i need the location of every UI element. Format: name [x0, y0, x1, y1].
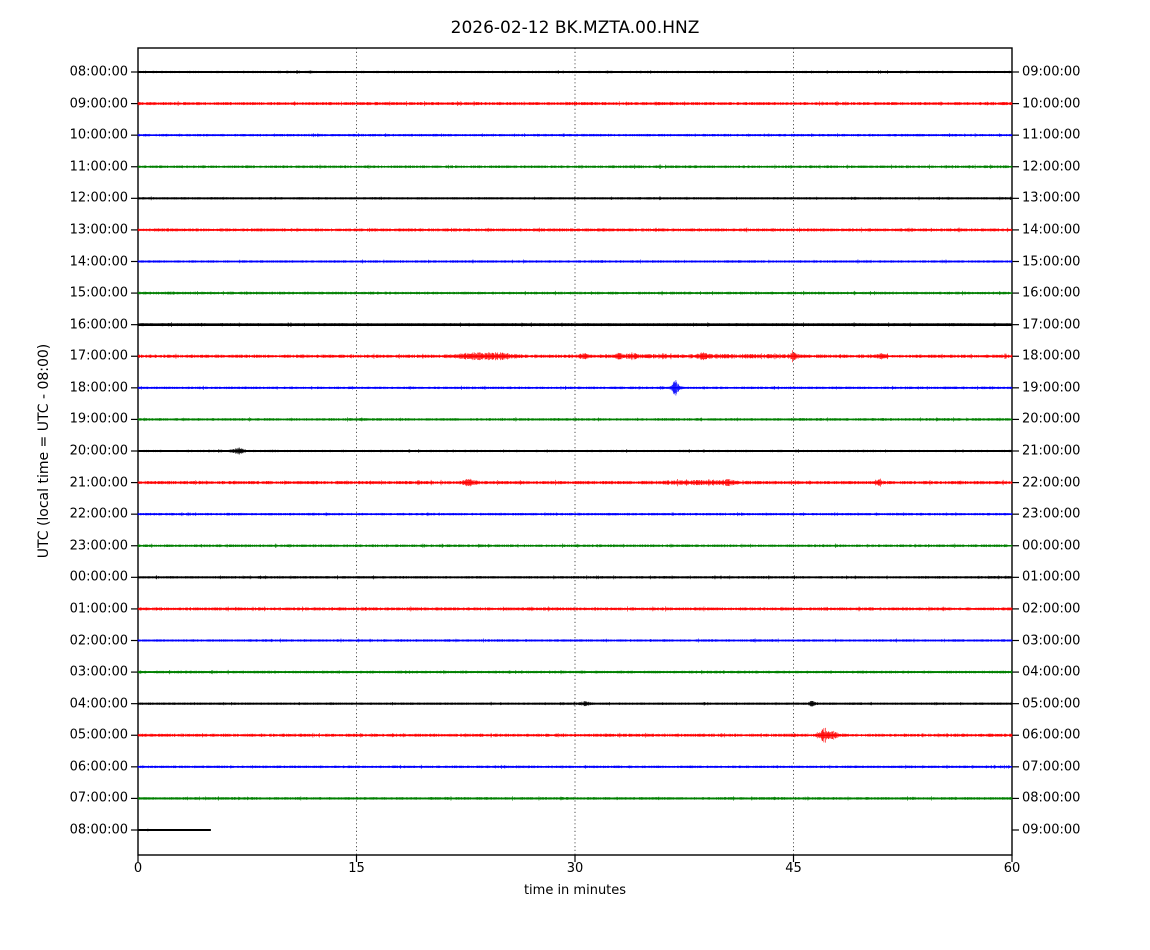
x-tick-label: 15 [348, 861, 365, 876]
right-time-label: 16:00:00 [1022, 285, 1081, 301]
left-time-label: 08:00:00 [69, 64, 128, 80]
left-time-label: 21:00:00 [69, 475, 128, 491]
right-axis-labels: 09:00:00 10:00:00 11:00:00 12:00:00 13:00:00… [1022, 0, 1147, 950]
left-time-label: 22:00:00 [69, 506, 128, 522]
right-time-label: 17:00:00 [1022, 317, 1081, 333]
x-axis-title: time in minutes [523, 883, 627, 898]
right-time-label: 04:00:00 [1022, 664, 1081, 680]
x-tick-label: 60 [1003, 861, 1021, 876]
right-time-label: 11:00:00 [1022, 127, 1081, 143]
x-tick-label: 0 [133, 861, 143, 876]
right-time-label: 13:00:00 [1022, 190, 1081, 206]
left-time-label: 10:00:00 [69, 127, 128, 143]
left-time-label: 09:00:00 [69, 96, 128, 112]
left-time-label: 19:00:00 [69, 411, 128, 427]
right-time-label: 08:00:00 [1022, 790, 1081, 806]
left-time-label: 17:00:00 [69, 348, 128, 364]
left-time-label: 18:00:00 [69, 380, 128, 396]
left-axis-labels: 08:00:00 09:00:00 10:00:00 11:00:00 12:00:00… [0, 0, 128, 950]
left-time-label: 07:00:00 [69, 790, 128, 806]
left-time-label: 23:00:00 [69, 538, 128, 554]
right-time-label: 19:00:00 [1022, 380, 1081, 396]
left-time-label: 08:00:00 [69, 822, 128, 838]
right-time-label: 23:00:00 [1022, 506, 1081, 522]
chart-title: 2026-02-12 BK.MZTA.00.HNZ [450, 18, 700, 38]
left-time-label: 15:00:00 [69, 285, 128, 301]
right-time-label: 21:00:00 [1022, 443, 1081, 459]
right-time-label: 07:00:00 [1022, 759, 1081, 775]
right-time-label: 01:00:00 [1022, 569, 1081, 585]
left-time-label: 06:00:00 [69, 759, 128, 775]
right-time-label: 00:00:00 [1022, 538, 1081, 554]
x-tick-label: 30 [566, 861, 584, 876]
right-time-label: 06:00:00 [1022, 727, 1081, 743]
left-time-label: 01:00:00 [69, 601, 128, 617]
left-time-label: 02:00:00 [69, 633, 128, 648]
right-time-label: 05:00:00 [1022, 696, 1081, 712]
right-time-label: 03:00:00 [1022, 633, 1081, 648]
left-time-label: 03:00:00 [69, 664, 128, 680]
left-time-label: 11:00:00 [69, 159, 128, 175]
left-time-label: 16:00:00 [69, 317, 128, 333]
right-time-label: 10:00:00 [1022, 96, 1081, 112]
right-time-label: 15:00:00 [1022, 254, 1081, 269]
left-time-label: 13:00:00 [69, 222, 128, 238]
left-time-label: 20:00:00 [69, 443, 128, 459]
left-time-label: 00:00:00 [69, 569, 128, 585]
left-time-label: 14:00:00 [69, 254, 128, 269]
left-time-label: 05:00:00 [69, 727, 128, 743]
right-time-label: 09:00:00 [1022, 64, 1081, 80]
right-time-label: 22:00:00 [1022, 475, 1081, 491]
right-time-label: 18:00:00 [1022, 348, 1081, 364]
right-time-label: 12:00:00 [1022, 159, 1081, 175]
right-time-label: 09:00:00 [1022, 822, 1081, 838]
x-tick-label: 45 [785, 861, 802, 876]
left-time-label: 12:00:00 [69, 190, 128, 206]
right-time-label: 14:00:00 [1022, 222, 1081, 238]
right-time-label: 02:00:00 [1022, 601, 1081, 617]
left-time-label: 04:00:00 [69, 696, 128, 712]
right-time-label: 20:00:00 [1022, 411, 1081, 427]
